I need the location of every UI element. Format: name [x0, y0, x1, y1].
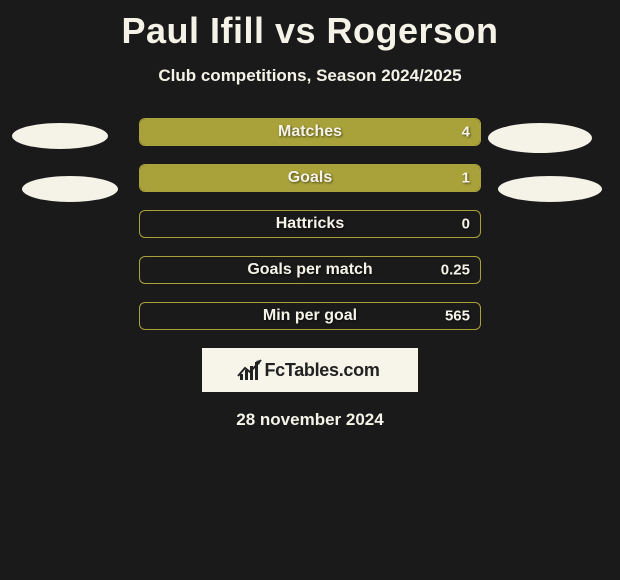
decor-ellipse — [488, 123, 592, 153]
stat-bar-fill — [140, 119, 480, 145]
decor-ellipse — [498, 176, 602, 202]
stat-bar-value: 0.25 — [441, 262, 470, 279]
stat-bar-hattricks: Hattricks 0 — [139, 210, 481, 238]
stat-bar-label: Goals per match — [140, 261, 480, 279]
stat-bar-value: 0 — [462, 216, 470, 233]
decor-ellipse — [12, 123, 108, 149]
page-title: Paul Ifill vs Rogerson — [0, 0, 620, 52]
page-subtitle: Club competitions, Season 2024/2025 — [0, 66, 620, 86]
logo-box: FcTables.com — [202, 348, 418, 392]
chart-icon — [240, 360, 258, 380]
stat-bar-label: Min per goal — [140, 307, 480, 325]
stat-bar-value: 565 — [445, 308, 470, 325]
stat-bar-min-per-goal: Min per goal 565 — [139, 302, 481, 330]
stat-bar-goals-per-match: Goals per match 0.25 — [139, 256, 481, 284]
date-text: 28 november 2024 — [0, 410, 620, 430]
stat-bar-goals: Goals 1 — [139, 164, 481, 192]
stats-area: Matches 4 Goals 1 Hattricks 0 Goals per … — [0, 118, 620, 430]
stat-bar-fill — [140, 165, 480, 191]
stat-bar-label: Hattricks — [140, 215, 480, 233]
decor-ellipse — [22, 176, 118, 202]
logo-text: FcTables.com — [264, 360, 379, 381]
stat-bar-matches: Matches 4 — [139, 118, 481, 146]
